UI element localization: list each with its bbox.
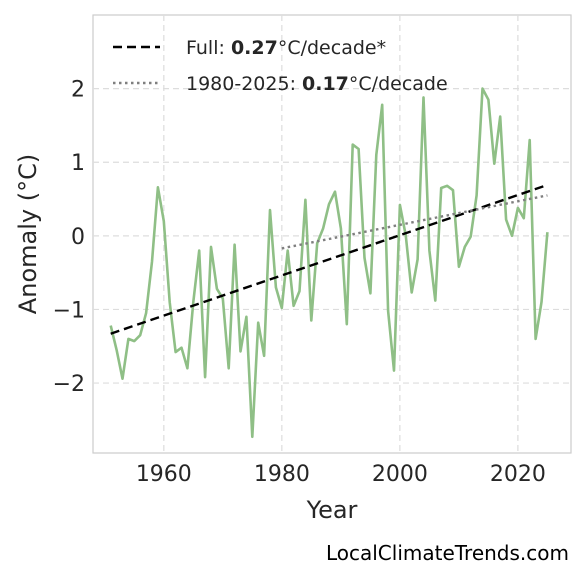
x-tick-label: 1980 bbox=[254, 462, 310, 487]
x-tick-label: 2000 bbox=[372, 462, 428, 487]
y-tick-label: 0 bbox=[71, 225, 85, 250]
plot-area bbox=[92, 14, 572, 454]
footer-credit: LocalClimateTrends.com bbox=[326, 541, 569, 565]
legend-entry: Full: 0.27°C/decade* bbox=[186, 37, 386, 59]
y-axis: −2 −1 0 1 2 bbox=[53, 78, 85, 397]
y-tick-label: −1 bbox=[53, 298, 85, 323]
y-tick-label: −2 bbox=[53, 372, 85, 397]
y-tick-label: 1 bbox=[71, 151, 85, 176]
x-axis: 1960 1980 2000 2020 bbox=[136, 462, 546, 487]
full-trend-line bbox=[110, 183, 548, 335]
x-tick-label: 2020 bbox=[490, 462, 546, 487]
x-axis-title: Year bbox=[306, 496, 358, 524]
y-axis-title: Anomaly (°C) bbox=[14, 154, 42, 314]
x-tick-label: 1960 bbox=[136, 462, 192, 487]
legend-entry: 1980-2025: 0.17°C/decade bbox=[186, 73, 448, 95]
series-group bbox=[109, 87, 549, 439]
grid bbox=[93, 15, 571, 453]
legend: Full: 0.27°C/decade* 1980-2025: 0.17°C/de… bbox=[113, 37, 448, 95]
y-tick-label: 2 bbox=[71, 78, 85, 103]
